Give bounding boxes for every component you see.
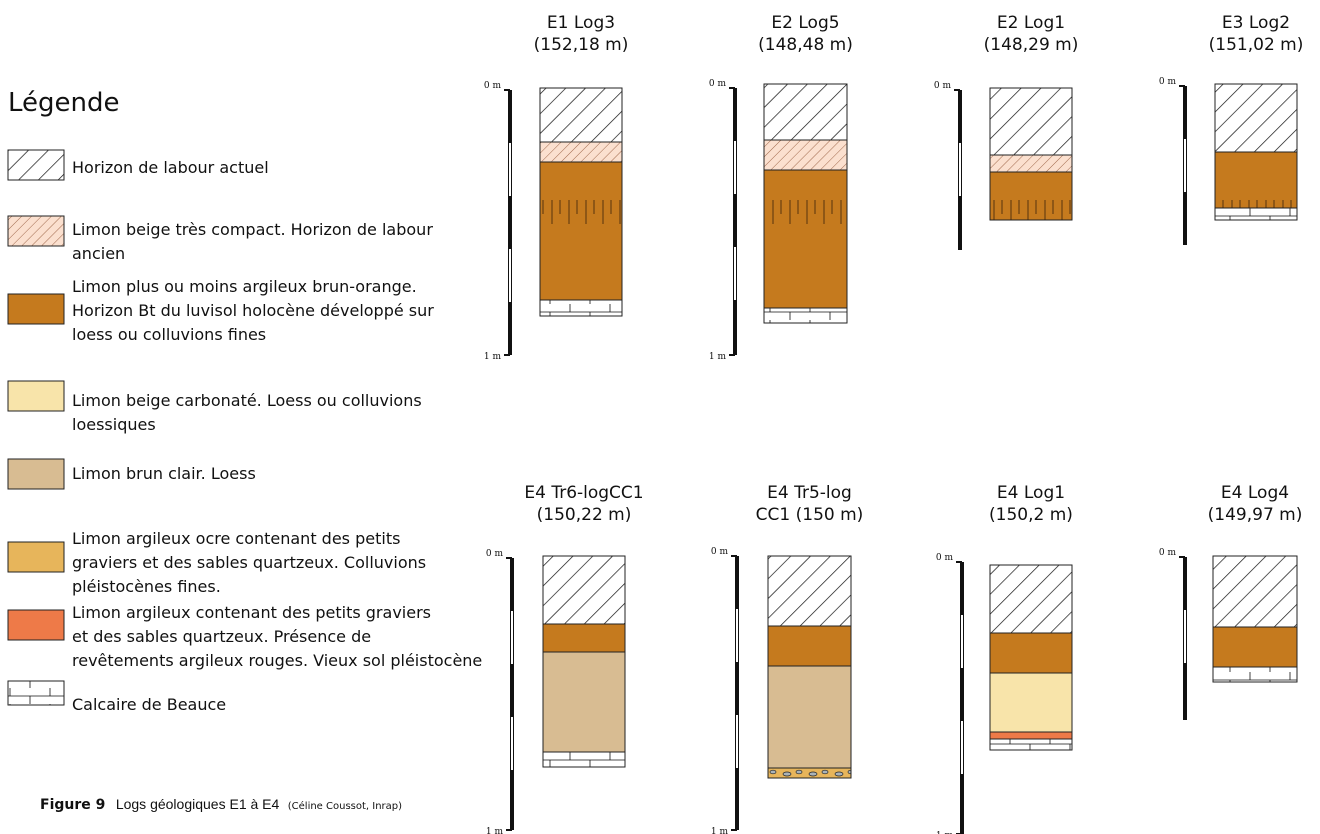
- log-layer: [989, 731, 1073, 740]
- scale-top-label: 0 m: [484, 81, 502, 91]
- log-layer: [767, 625, 852, 667]
- log-layer: [763, 83, 848, 141]
- legend-label: et des sables quartzeux. Présence de: [72, 627, 371, 646]
- scale-top-label: 0 m: [709, 79, 727, 89]
- log-layer: [763, 139, 848, 171]
- legend-label: Limon beige carbonaté. Loess ou colluvio…: [72, 391, 422, 410]
- log-layer: [539, 87, 623, 143]
- log-title: E2 Log1: [997, 13, 1065, 33]
- legend-swatch: [7, 680, 65, 706]
- scale-top-label: 0 m: [711, 547, 729, 557]
- caption-credit: (Céline Coussot, Inrap): [288, 800, 402, 812]
- log-title: CC1 (150 m): [756, 505, 864, 525]
- scale-bottom-label: 1 m: [484, 352, 502, 362]
- scale-top-label: 0 m: [936, 553, 954, 563]
- legend-label: Limon beige très compact. Horizon de lab…: [72, 220, 433, 239]
- log-layer: [539, 161, 623, 301]
- legend-label: Horizon Bt du luvisol holocène développé…: [72, 301, 434, 320]
- log-title: (151,02 m): [1209, 35, 1304, 55]
- log-layer: [1212, 666, 1298, 683]
- log-layer: [539, 141, 623, 163]
- caption-label: Figure 9: [40, 797, 105, 813]
- log-title: (150,22 m): [537, 505, 632, 525]
- log-layer: [1212, 626, 1298, 668]
- legend-label: Calcaire de Beauce: [72, 695, 226, 714]
- scale-top-label: 0 m: [1159, 548, 1177, 558]
- log-title: (152,18 m): [534, 35, 629, 55]
- legend-swatch: [7, 609, 65, 641]
- log-layer: [542, 751, 626, 768]
- legend-label: Horizon de labour actuel: [72, 158, 269, 177]
- legend-swatch: [7, 458, 65, 490]
- legend-swatch: [7, 380, 65, 412]
- legend-swatch: [7, 149, 65, 181]
- log-layer: [989, 632, 1073, 674]
- scale-bottom-label: 1 m: [486, 827, 504, 834]
- log-layer: [767, 555, 852, 627]
- scale-bottom-label: 1 m: [936, 831, 954, 834]
- log-layer: [767, 767, 852, 779]
- log-layer: [763, 169, 848, 309]
- logs: E1 Log3(152,18 m) 0 m 1 m E2 Log5(148,48 m)…: [484, 13, 1303, 834]
- scale-bottom-label: 1 m: [711, 827, 729, 834]
- legend-label: graviers et des sables quartzeux. Colluv…: [72, 553, 426, 572]
- log-layer: [989, 564, 1073, 634]
- log-title: E4 Log1: [997, 483, 1065, 503]
- log-title: E2 Log5: [771, 13, 839, 33]
- scale-bottom-label: 1 m: [709, 352, 727, 362]
- legend-label: revêtements argileux rouges. Vieux sol p…: [72, 651, 482, 670]
- scale-top-label: 0 m: [1159, 77, 1177, 87]
- caption-text: Logs géologiques E1 à E4: [116, 796, 280, 812]
- legend-label: Limon argileux ocre contenant des petits: [72, 529, 400, 548]
- legend-swatch: [7, 541, 65, 573]
- legend-swatch: [7, 215, 65, 247]
- log-layer: [542, 623, 626, 653]
- log-title: E4 Tr5-log: [767, 483, 852, 503]
- caption: Figure 9 Logs géologiques E1 à E4 (Célin…: [40, 796, 402, 813]
- log-layer: [1214, 151, 1298, 209]
- log-title: (150,2 m): [989, 505, 1073, 525]
- log-layer: [1212, 555, 1298, 628]
- log-layer: [989, 672, 1073, 733]
- log-layer: [767, 665, 852, 769]
- legend-label: Limon brun clair. Loess: [72, 464, 256, 483]
- log-title: (149,97 m): [1208, 505, 1303, 525]
- legend-swatch: [7, 293, 65, 325]
- log-layer: [542, 651, 626, 753]
- log-title: E1 Log3: [547, 13, 615, 33]
- scale-top-label: 0 m: [934, 81, 952, 91]
- legend-label: Limon plus ou moins argileux brun-orange…: [72, 277, 417, 296]
- log-title: E3 Log2: [1222, 13, 1290, 33]
- log-title: E4 Log4: [1221, 483, 1289, 503]
- log-layer: [989, 87, 1073, 156]
- log-title: (148,29 m): [984, 35, 1079, 55]
- legend-label: loessiques: [72, 415, 156, 434]
- legend: Légende Horizon de labour actuel Limon be…: [7, 88, 482, 714]
- log-layer: [989, 154, 1073, 173]
- legend-label: loess ou colluvions fines: [72, 325, 266, 344]
- legend-label: ancien: [72, 244, 125, 263]
- log-title: (148,48 m): [758, 35, 853, 55]
- log-layer: [763, 307, 848, 324]
- log-layer: [1214, 83, 1298, 153]
- log-layer: [542, 555, 626, 625]
- log-layer: [1214, 207, 1298, 221]
- log-layer: [539, 299, 623, 317]
- log-layer: [989, 738, 1073, 751]
- legend-label: Limon argileux contenant des petits grav…: [72, 603, 431, 622]
- legend-label: pléistocènes fines.: [72, 577, 221, 596]
- scale-top-label: 0 m: [486, 549, 504, 559]
- legend-title: Légende: [8, 88, 120, 118]
- log-title: E4 Tr6-logCC1: [524, 483, 643, 503]
- log-layer: [989, 171, 1073, 221]
